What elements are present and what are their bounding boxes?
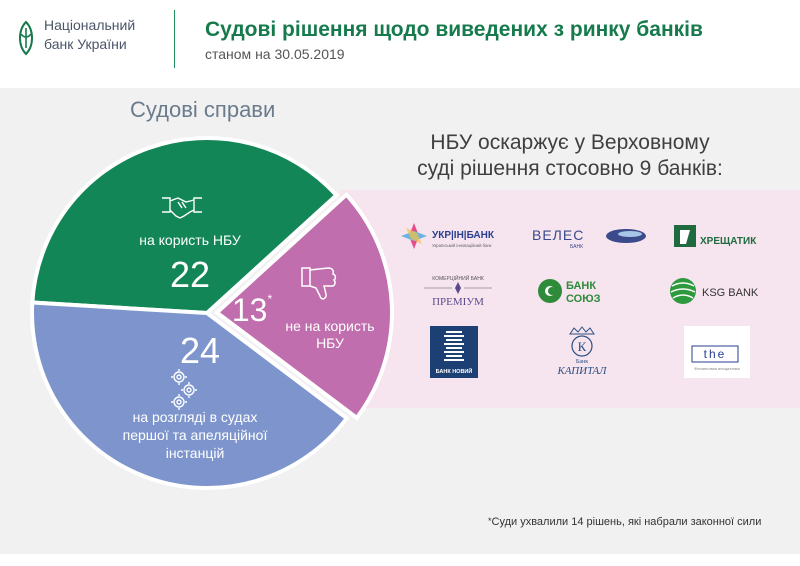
slice-value-nbu: 22 [169,254,211,295]
bank-logo-kapital: К Банк КАПИТАЛ [552,326,612,378]
novyi-name: БАНК НОВИЙ [436,367,473,375]
veles-name: ВЕЛЕС [532,227,584,243]
gears-icon [171,369,197,410]
slice-value-not-nbu-number: 13 [231,292,268,328]
slice-label-review-line-3: інстанцій [165,445,225,461]
bank-logo-soyuz: БАНК СОЮЗ [536,276,610,306]
premium-name: ПРЕМІУМ [432,296,484,308]
slice-value-review: 24 [179,330,221,371]
the-name: the [704,347,727,361]
slice-label-not-nbu-line-1: не на користь [285,318,375,334]
appeal-heading-line-2: суді рішення стосовно 9 банків: [417,157,723,180]
thumbs-down-icon [301,267,337,300]
soyuz-logo-icon: БАНК СОЮЗ [538,279,601,305]
khreshchatyk-logo-icon: ХРЕЩАТИК [674,225,757,247]
khreshchatyk-name: ХРЕЩАТИК [700,236,757,247]
handshake-icon [162,197,202,219]
bank-logo-ukrinbank: УКР|ІН|БАНК Український інноваційний бан… [400,218,512,254]
slice-label-review-line-1: на розгляді в судах [132,409,258,425]
kapital-initial: К [578,339,587,354]
ukrinbank-name: УКР|ІН|БАНК [432,230,495,241]
kapital-logo-icon: К Банк КАПИТАЛ [556,326,607,377]
the-logo-icon: the Финансовая инициатива [684,326,750,378]
novyi-logo-icon: БАНК НОВИЙ [430,326,478,378]
bank-logo-the: the Финансовая инициатива [684,326,750,378]
logo-text: Національний банк України [44,16,135,54]
ukrinbank-sub: Український інноваційний банк [432,243,492,248]
pie-slice-not-nbu [213,191,394,421]
soyuz-name-1: БАНК [566,280,596,292]
bank-logo-khreshchatyk: ХРЕЩАТИК [672,222,768,252]
soyuz-name-2: СОЮЗ [566,293,601,305]
pie-slice-nbu [30,136,340,316]
header: Національний банк України Судові рішення… [0,0,800,76]
veles-sub: БАНК [570,244,583,250]
veles-logo-icon: ВЕЛЕС БАНК [532,227,646,250]
appeal-heading-line-1: НБУ оскаржує у Верховному [430,131,710,154]
slice-label-not-nbu-line-2: НБУ [316,335,344,351]
slice-label-review-line-2: першої та апеляційної [122,427,268,443]
bank-logo-premium: КОМЕРЦІЙНИЙ БАНК ПРЕМІУМ [418,272,498,310]
slice-label-review: на розгляді в судах першої та апеляційно… [90,408,300,462]
ksg-name: KSG BANK [702,287,759,299]
logo-line-2: банк України [44,36,127,52]
bank-logo-novyi: БАНК НОВИЙ [430,326,478,378]
page-title: Судові рішення щодо виведених з ринку ба… [205,18,703,41]
footnote-marker: * [267,292,273,306]
appeal-heading: НБУ оскаржує у Верховному суді рішення с… [402,130,738,182]
logo-line-1: Національний [44,17,136,33]
premium-logo-icon: КОМЕРЦІЙНИЙ БАНК ПРЕМІУМ [424,274,492,308]
bank-logo-veles: ВЕЛЕС БАНК [530,222,650,250]
footnote-text: Суди ухвалили 14 рішень, які набрали зак… [491,516,762,528]
bank-logo-ksg: KSG BANK [668,276,768,306]
ukrinbank-logo-icon: УКР|ІН|БАНК Український інноваційний бан… [401,223,495,249]
slice-value-not-nbu: 13* [222,292,282,329]
footnote-asterisk: * [488,516,492,526]
ksg-logo-icon: KSG BANK [670,278,759,304]
page-subtitle: станом на 30.05.2019 [205,46,345,62]
chart-title: Судові справи [130,97,276,122]
premium-sub: КОМЕРЦІЙНИЙ БАНК [432,274,484,282]
kapital-name: КАПИТАЛ [556,365,607,377]
slice-label-nbu: на користь НБУ [139,232,241,248]
footnote: *Суди ухвалили 14 рішень, які набрали за… [488,516,761,528]
header-divider [174,10,175,68]
the-sub: Финансовая инициатива [694,366,740,371]
slice-label-not-nbu: не на користь НБУ [270,318,390,352]
kapital-sub: Банк [576,359,588,365]
nbu-logo-icon [19,20,33,56]
